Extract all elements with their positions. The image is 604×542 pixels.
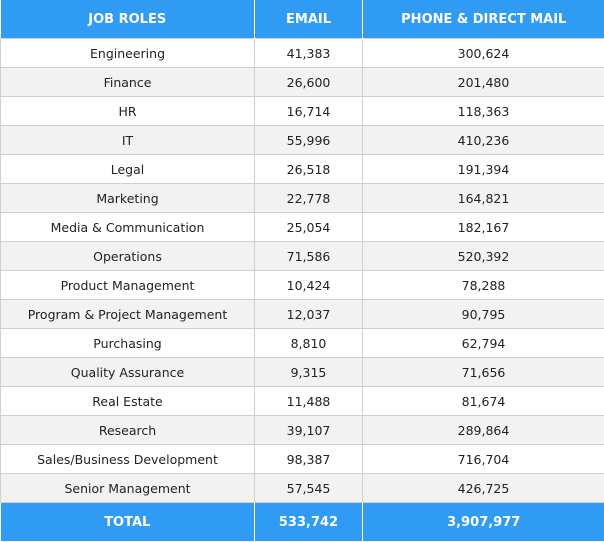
table-cell: Marketing	[0, 183, 255, 213]
table-cell: 201,480	[362, 67, 604, 97]
table-cell: 9,315	[254, 357, 363, 387]
table-cell: 26,518	[254, 154, 363, 184]
table-cell: 11,488	[254, 386, 363, 416]
table-cell: 90,795	[362, 299, 604, 329]
table-row: Legal 26,518 191,394	[0, 154, 604, 184]
table-cell: 716,704	[362, 444, 604, 474]
table-row: Product Management 10,424 78,288	[0, 270, 604, 300]
table-cell: Media & Communication	[0, 212, 255, 242]
table-cell: 118,363	[362, 96, 604, 126]
table-cell: Research	[0, 415, 255, 445]
table-row: Operations 71,586 520,392	[0, 241, 604, 271]
table-body: Engineering 41,383 300,624 Finance 26,600 201…	[0, 38, 604, 503]
table-row: Sales/Business Development 98,387 716,704	[0, 444, 604, 474]
table-cell: 164,821	[362, 183, 604, 213]
table-cell: Legal	[0, 154, 255, 184]
table-cell: 300,624	[362, 38, 604, 68]
table-cell: 78,288	[362, 270, 604, 300]
table-row: Finance 26,600 201,480	[0, 67, 604, 97]
column-header: JOB ROLES	[0, 0, 255, 39]
table-cell: 8,810	[254, 328, 363, 358]
table-cell: 191,394	[362, 154, 604, 184]
table-row: HR 16,714 118,363	[0, 96, 604, 126]
table-cell: Product Management	[0, 270, 255, 300]
table-row: Program & Project Management 12,037 90,795	[0, 299, 604, 329]
total-cell: 533,742	[254, 502, 363, 541]
table-cell: 57,545	[254, 473, 363, 503]
table-cell: Purchasing	[0, 328, 255, 358]
table-cell: 62,794	[362, 328, 604, 358]
table-row: Engineering 41,383 300,624	[0, 38, 604, 68]
table-row: Media & Communication 25,054 182,167	[0, 212, 604, 242]
table-cell: 289,864	[362, 415, 604, 445]
header-row: JOB ROLES EMAIL PHONE & DIRECT MAIL	[0, 0, 604, 39]
table-cell: 81,674	[362, 386, 604, 416]
total-cell: TOTAL	[0, 502, 255, 541]
table-cell: Quality Assurance	[0, 357, 255, 387]
table-cell: 520,392	[362, 241, 604, 271]
table-row: Marketing 22,778 164,821	[0, 183, 604, 213]
table-row: Research 39,107 289,864	[0, 415, 604, 445]
total-row: TOTAL 533,742 3,907,977	[0, 502, 604, 541]
table-cell: 182,167	[362, 212, 604, 242]
table-cell: 12,037	[254, 299, 363, 329]
table-cell: HR	[0, 96, 255, 126]
table-cell: 16,714	[254, 96, 363, 126]
table-cell: 41,383	[254, 38, 363, 68]
table-header: JOB ROLES EMAIL PHONE & DIRECT MAIL	[0, 0, 604, 39]
table-cell: 410,236	[362, 125, 604, 155]
table-cell: 426,725	[362, 473, 604, 503]
table-row: Real Estate 11,488 81,674	[0, 386, 604, 416]
table-cell: Operations	[0, 241, 255, 271]
table-row: Quality Assurance 9,315 71,656	[0, 357, 604, 387]
table-cell: 10,424	[254, 270, 363, 300]
table-row: IT 55,996 410,236	[0, 125, 604, 155]
table-cell: Finance	[0, 67, 255, 97]
table-cell: Senior Management	[0, 473, 255, 503]
table-row: Purchasing 8,810 62,794	[0, 328, 604, 358]
table-cell: 26,600	[254, 67, 363, 97]
table-cell: 98,387	[254, 444, 363, 474]
table-cell: 39,107	[254, 415, 363, 445]
column-header: EMAIL	[254, 0, 363, 39]
table-cell: Engineering	[0, 38, 255, 68]
table-cell: 25,054	[254, 212, 363, 242]
table-cell: IT	[0, 125, 255, 155]
total-cell: 3,907,977	[362, 502, 604, 541]
table-cell: 71,656	[362, 357, 604, 387]
table-cell: 55,996	[254, 125, 363, 155]
table-cell: Sales/Business Development	[0, 444, 255, 474]
table-cell: Program & Project Management	[0, 299, 255, 329]
column-header: PHONE & DIRECT MAIL	[362, 0, 604, 39]
table-row: Senior Management 57,545 426,725	[0, 473, 604, 503]
table-cell: 22,778	[254, 183, 363, 213]
table-footer: TOTAL 533,742 3,907,977	[0, 502, 604, 541]
table-cell: 71,586	[254, 241, 363, 271]
table-cell: Real Estate	[0, 386, 255, 416]
